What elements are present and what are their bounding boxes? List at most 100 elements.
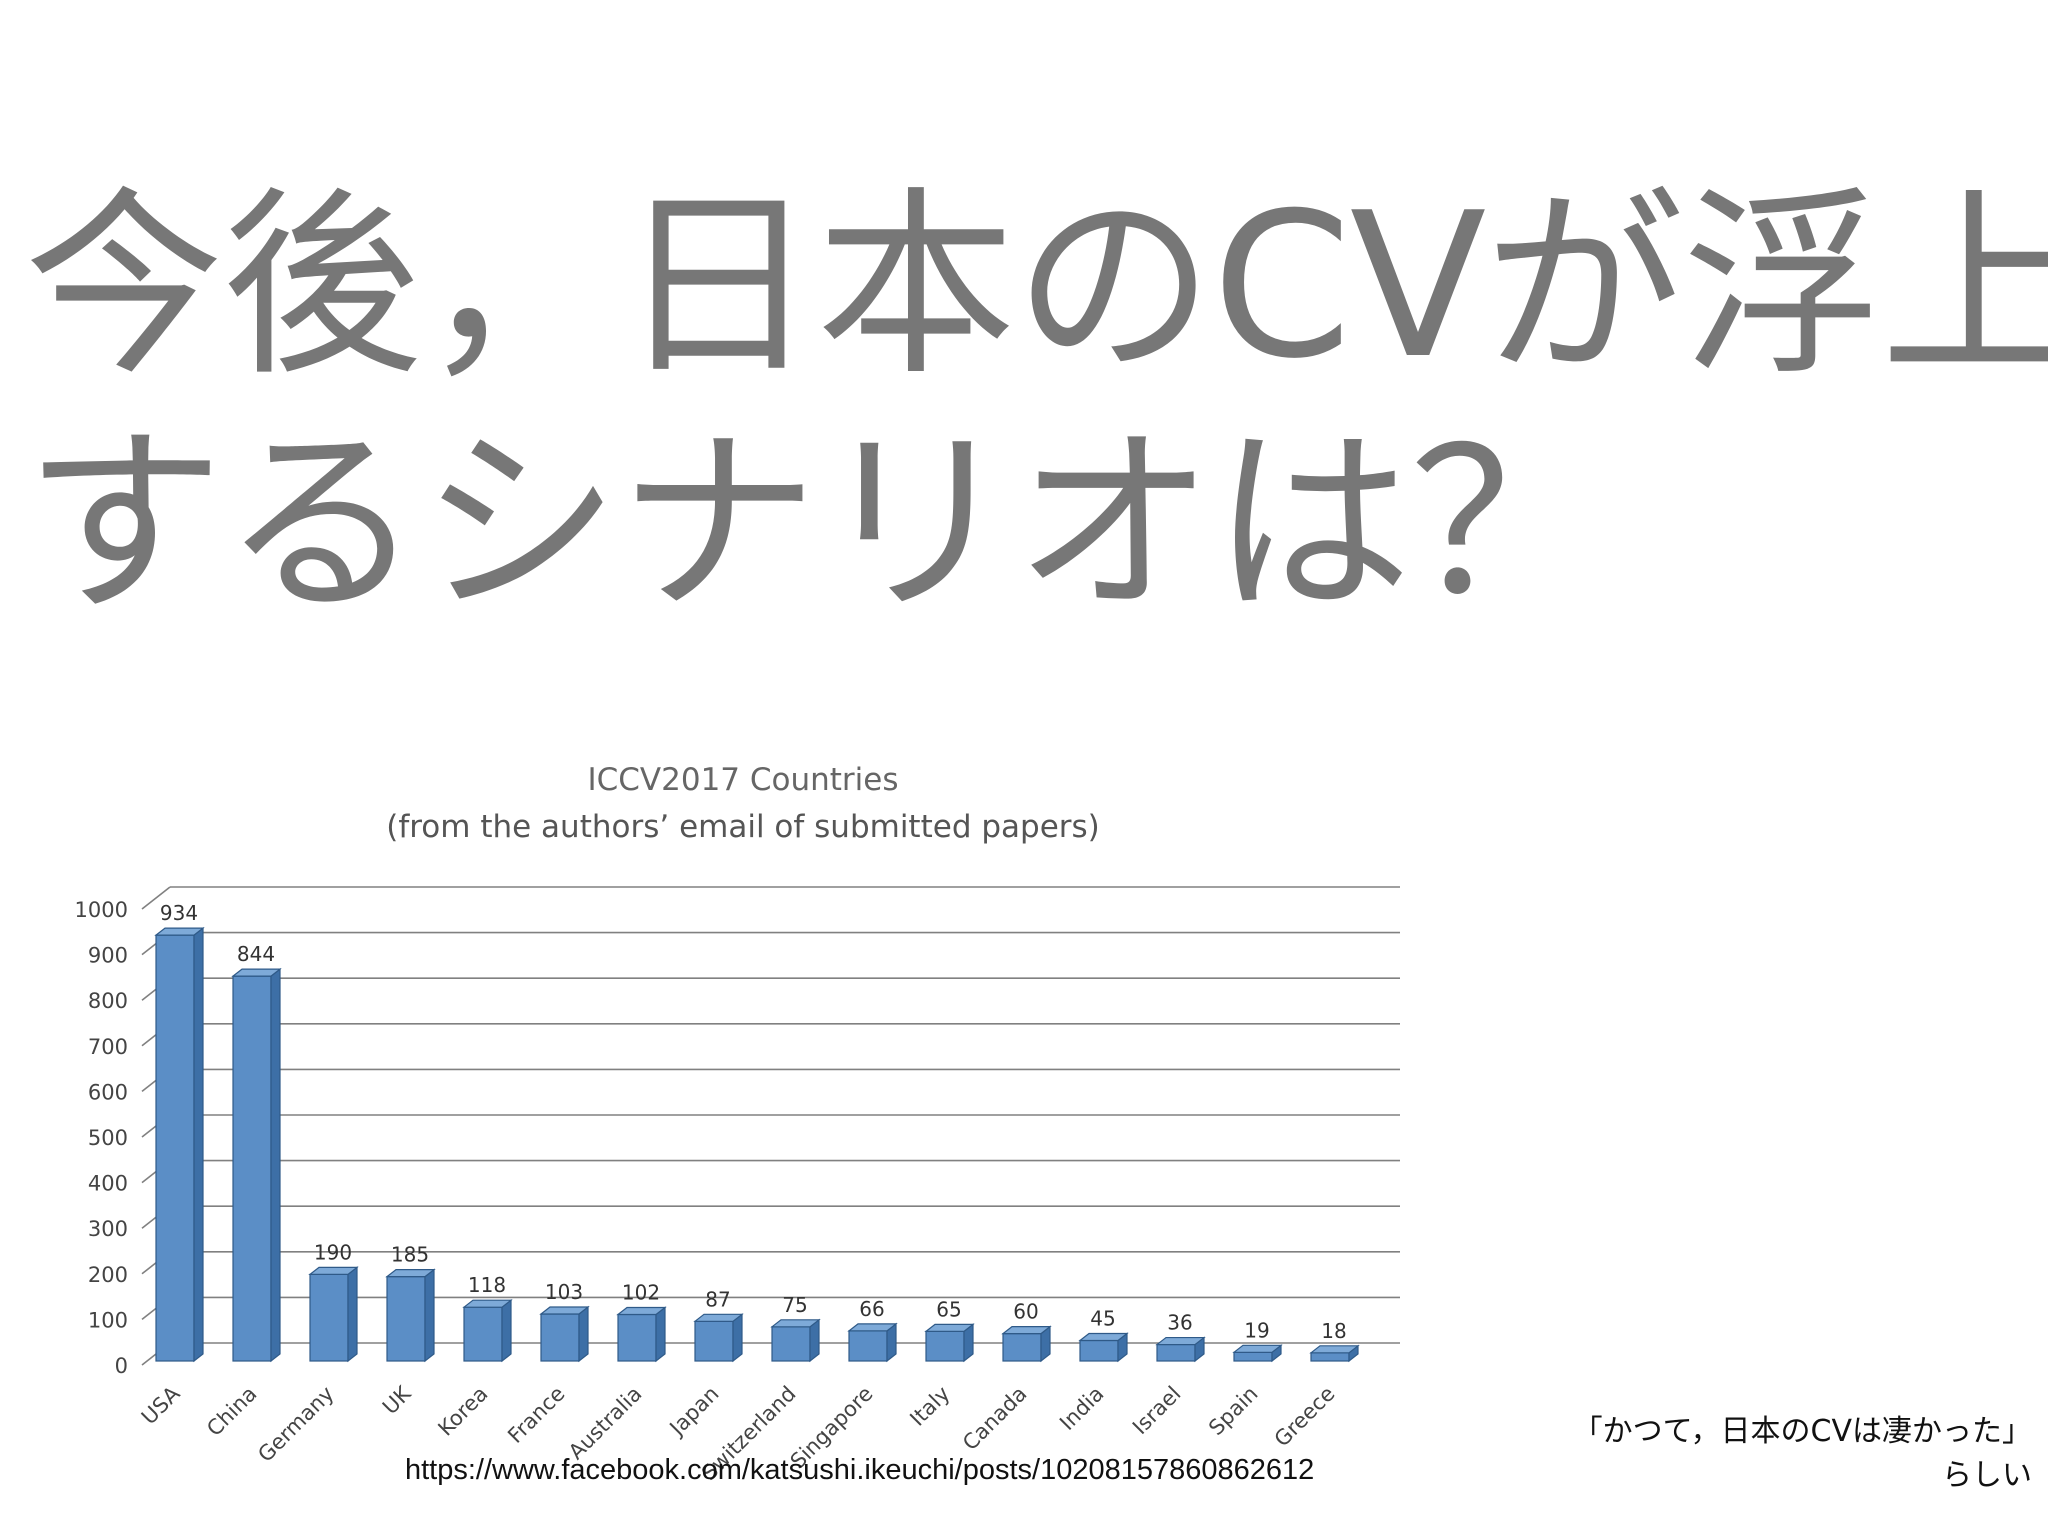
bar-front [155, 934, 195, 1362]
y-tick-label: 0 [115, 1354, 128, 1378]
slide-title-line-2: するシナリオは？ [24, 408, 1610, 641]
bar-front [1079, 1339, 1119, 1362]
footnote-line-1: 「かつて，日本のCVは凄かった」 [1572, 1414, 2032, 1449]
source-url: https://www.facebook.com/katsushi.ikeuch… [405, 1454, 1315, 1486]
footnote: 「かつて，日本のCVは凄かった」 らしい [1573, 1410, 2032, 1498]
data-label: 75 [782, 1293, 807, 1317]
bar-china [231, 967, 282, 1363]
bar-top [693, 1313, 744, 1322]
bar-front [463, 1306, 503, 1362]
x-tick-label: China [202, 1382, 261, 1441]
bar-front [1156, 1343, 1196, 1362]
data-label: 19 [1244, 1318, 1269, 1342]
bar-front [1233, 1351, 1273, 1362]
bar-top [616, 1306, 667, 1316]
bar-top [539, 1306, 590, 1315]
bar-top [847, 1323, 898, 1332]
bar-japan [693, 1313, 744, 1363]
bar-top [385, 1269, 436, 1278]
x-tick-label: Spain [1204, 1382, 1262, 1440]
bar-front [386, 1276, 426, 1362]
y-tick-label: 600 [88, 1080, 128, 1104]
bar-usa [154, 926, 205, 1363]
x-tick-label: Canada [958, 1382, 1031, 1455]
data-label: 87 [705, 1287, 730, 1311]
x-tick-label: Korea [433, 1382, 492, 1441]
bar-italy [924, 1323, 975, 1363]
bar-korea [462, 1298, 513, 1363]
data-label: 844 [237, 942, 275, 966]
chart-title: ICCV2017 Countries [587, 762, 898, 798]
bar-top [770, 1319, 821, 1328]
x-tick-label: USA [137, 1381, 185, 1429]
y-tick-label: 700 [88, 1035, 128, 1059]
bar-front [694, 1320, 734, 1362]
chart-bars [154, 926, 1360, 1363]
bar-side [655, 1306, 666, 1363]
y-axis-ticks: 0 100 200 300 400 500 600 700 800 900 1000 [75, 898, 128, 1378]
bar-front [1310, 1352, 1350, 1362]
bar-side [270, 967, 281, 1363]
bar-germany [308, 1266, 359, 1363]
data-label: 45 [1090, 1306, 1115, 1330]
footnote-line-2: らしい [1942, 1458, 2032, 1493]
bar-front [771, 1326, 811, 1362]
x-tick-label: Italy [905, 1382, 954, 1431]
chart-subtitle: (from the authors’ email of submitted pa… [386, 809, 1100, 845]
y-tick-label: 300 [88, 1217, 128, 1241]
bar-israel [1155, 1336, 1206, 1363]
bar-top [1232, 1344, 1283, 1353]
y-tick-label: 200 [88, 1263, 128, 1287]
bar-top [231, 968, 282, 977]
data-label: 185 [391, 1243, 429, 1267]
bar-australia [616, 1306, 667, 1363]
bar-front [232, 975, 272, 1362]
bar-france [539, 1305, 590, 1363]
bar-top [154, 927, 205, 936]
y-tick-label: 1000 [75, 898, 128, 922]
data-label: 36 [1167, 1311, 1192, 1335]
data-labels: 934 844 190 185 118 103 102 87 75 66 65 60 45 36 19 18 [160, 901, 1347, 1343]
slide-title: 今後，日本のCVが浮上 するシナリオは？ [24, 168, 2048, 644]
x-tick-label: UK [378, 1381, 416, 1419]
x-tick-label: Greece [1270, 1382, 1340, 1452]
bar-front [617, 1313, 657, 1362]
bar-side [424, 1268, 435, 1363]
bar-india [1078, 1332, 1129, 1363]
x-tick-label: Germany [253, 1382, 338, 1467]
bar-front [540, 1313, 580, 1362]
bar-top [1309, 1345, 1360, 1354]
data-label: 190 [314, 1240, 352, 1264]
data-label: 118 [468, 1273, 506, 1297]
data-label: 102 [622, 1280, 660, 1304]
y-tick-label: 800 [88, 989, 128, 1013]
bar-canada [1001, 1325, 1052, 1363]
bar-greece [1309, 1344, 1360, 1363]
bar-uk [385, 1268, 436, 1363]
bar-front [925, 1330, 965, 1362]
gridline-depth [141, 886, 171, 910]
bar-side [501, 1298, 512, 1363]
data-label: 18 [1321, 1319, 1346, 1343]
y-tick-label: 500 [88, 1126, 128, 1150]
y-tick-label: 100 [88, 1308, 128, 1332]
x-tick-label: Japan [664, 1382, 724, 1442]
x-tick-label: Australia [564, 1382, 647, 1465]
chart-gridlines [141, 886, 1400, 1366]
data-label: 60 [1013, 1300, 1038, 1324]
bar-side [578, 1305, 589, 1363]
x-tick-label: India [1055, 1382, 1108, 1435]
slide-title-line-1: 今後，日本のCVが浮上 [24, 170, 2048, 403]
bar-spain [1232, 1344, 1283, 1363]
bar-switzerland [770, 1318, 821, 1363]
bar-top [462, 1299, 513, 1308]
bar-front [1002, 1333, 1042, 1362]
bar-front [309, 1273, 349, 1362]
x-tick-label: France [503, 1382, 569, 1448]
data-label: 103 [545, 1280, 583, 1304]
bar-top [1155, 1336, 1206, 1346]
bar-top [924, 1323, 975, 1332]
bar-front [848, 1330, 888, 1362]
y-tick-label: 900 [88, 944, 128, 968]
data-label: 65 [936, 1297, 961, 1321]
